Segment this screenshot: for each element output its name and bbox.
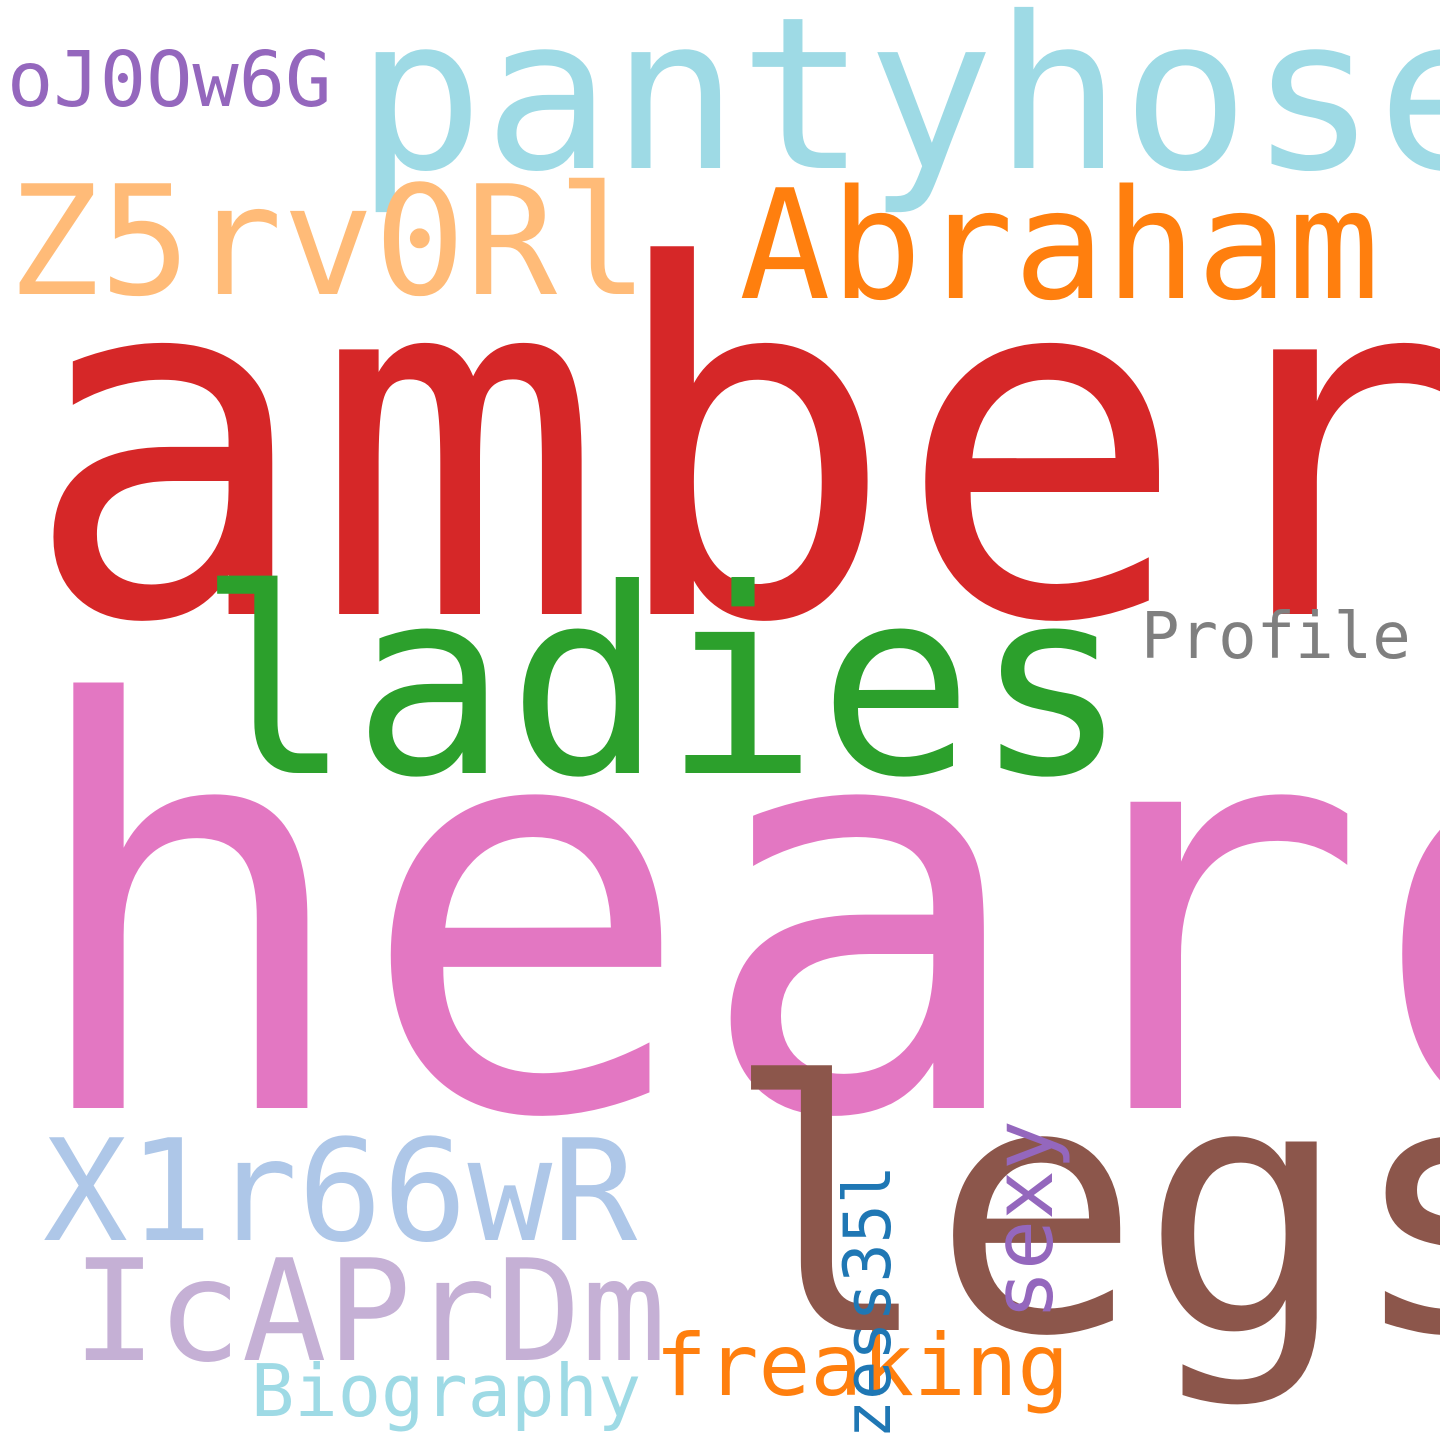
word-sexy: sexy <box>975 1120 1072 1320</box>
word-oj0ow6g: oJ0Ow6G <box>7 36 332 125</box>
word-icaprdm: IcAPrDm <box>72 1230 667 1394</box>
word-biography: Biography <box>251 1349 642 1433</box>
word-profile: Profile <box>1141 600 1411 674</box>
word-z5rv0rl: Z5rv0Rl <box>8 153 649 330</box>
word-pantyhose: pantyhose <box>356 0 1440 218</box>
word-zess35l: zess35l <box>831 1165 906 1439</box>
word-legs: legs <box>724 1009 1440 1412</box>
word-ladies: ladies <box>197 534 1129 834</box>
word-abraham: Abraham <box>739 157 1380 334</box>
word-heard: heard <box>20 589 1440 1241</box>
word-x1r66wr: X1r66wR <box>43 1110 638 1274</box>
word-freaking: freaking <box>655 1316 1070 1416</box>
word-amber: amber <box>22 166 1440 729</box>
